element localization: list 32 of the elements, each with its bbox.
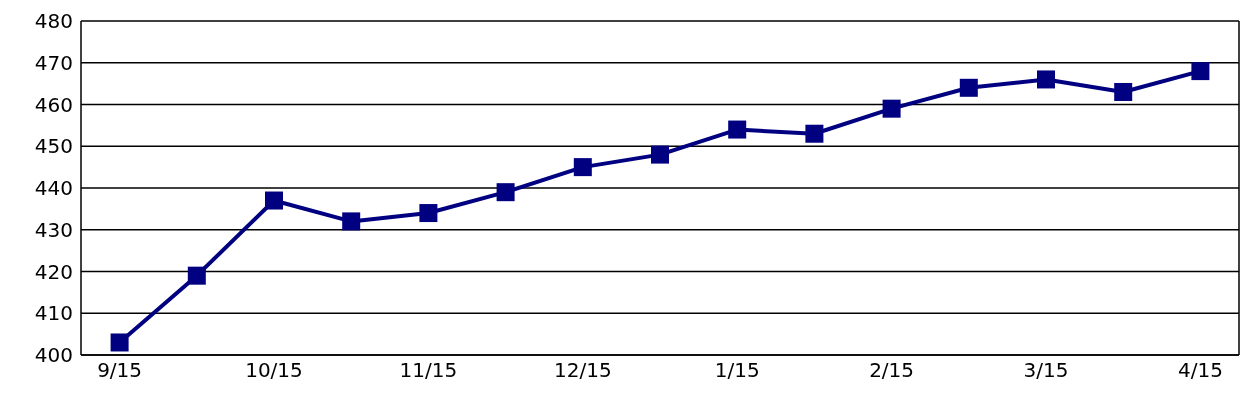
point xyxy=(419,204,438,223)
point xyxy=(1114,82,1133,101)
point xyxy=(342,212,361,231)
y-tick-label: 430 xyxy=(34,217,73,242)
y-tick-label: 400 xyxy=(34,343,73,368)
point xyxy=(1191,62,1210,81)
x-tick-label: 11/15 xyxy=(399,358,458,383)
x-tick-label: 9/15 xyxy=(97,358,143,383)
x-tick-label: 3/15 xyxy=(1023,358,1069,383)
point xyxy=(496,183,515,202)
x-tick-label: 2/15 xyxy=(869,358,915,383)
x-tick-label: 4/15 xyxy=(1177,358,1223,383)
y-tick-label: 480 xyxy=(34,9,73,34)
point xyxy=(728,120,747,139)
point xyxy=(573,158,592,177)
point xyxy=(110,333,129,352)
point xyxy=(882,99,901,118)
point xyxy=(805,124,824,143)
point xyxy=(651,145,669,164)
y-tick-label: 410 xyxy=(34,301,73,326)
x-tick-label: 1/15 xyxy=(714,358,760,383)
point xyxy=(1037,70,1055,89)
y-tick-label: 450 xyxy=(34,134,73,159)
y-tick-label: 420 xyxy=(34,259,73,284)
x-tick-label: 10/15 xyxy=(245,358,303,383)
y-tick-label: 440 xyxy=(34,176,73,201)
y-tick-label: 470 xyxy=(34,50,73,75)
x-tick-label: 12/15 xyxy=(553,358,612,383)
point xyxy=(187,266,206,285)
y-tick-label: 460 xyxy=(34,92,73,117)
point xyxy=(959,78,978,97)
point xyxy=(265,191,283,210)
